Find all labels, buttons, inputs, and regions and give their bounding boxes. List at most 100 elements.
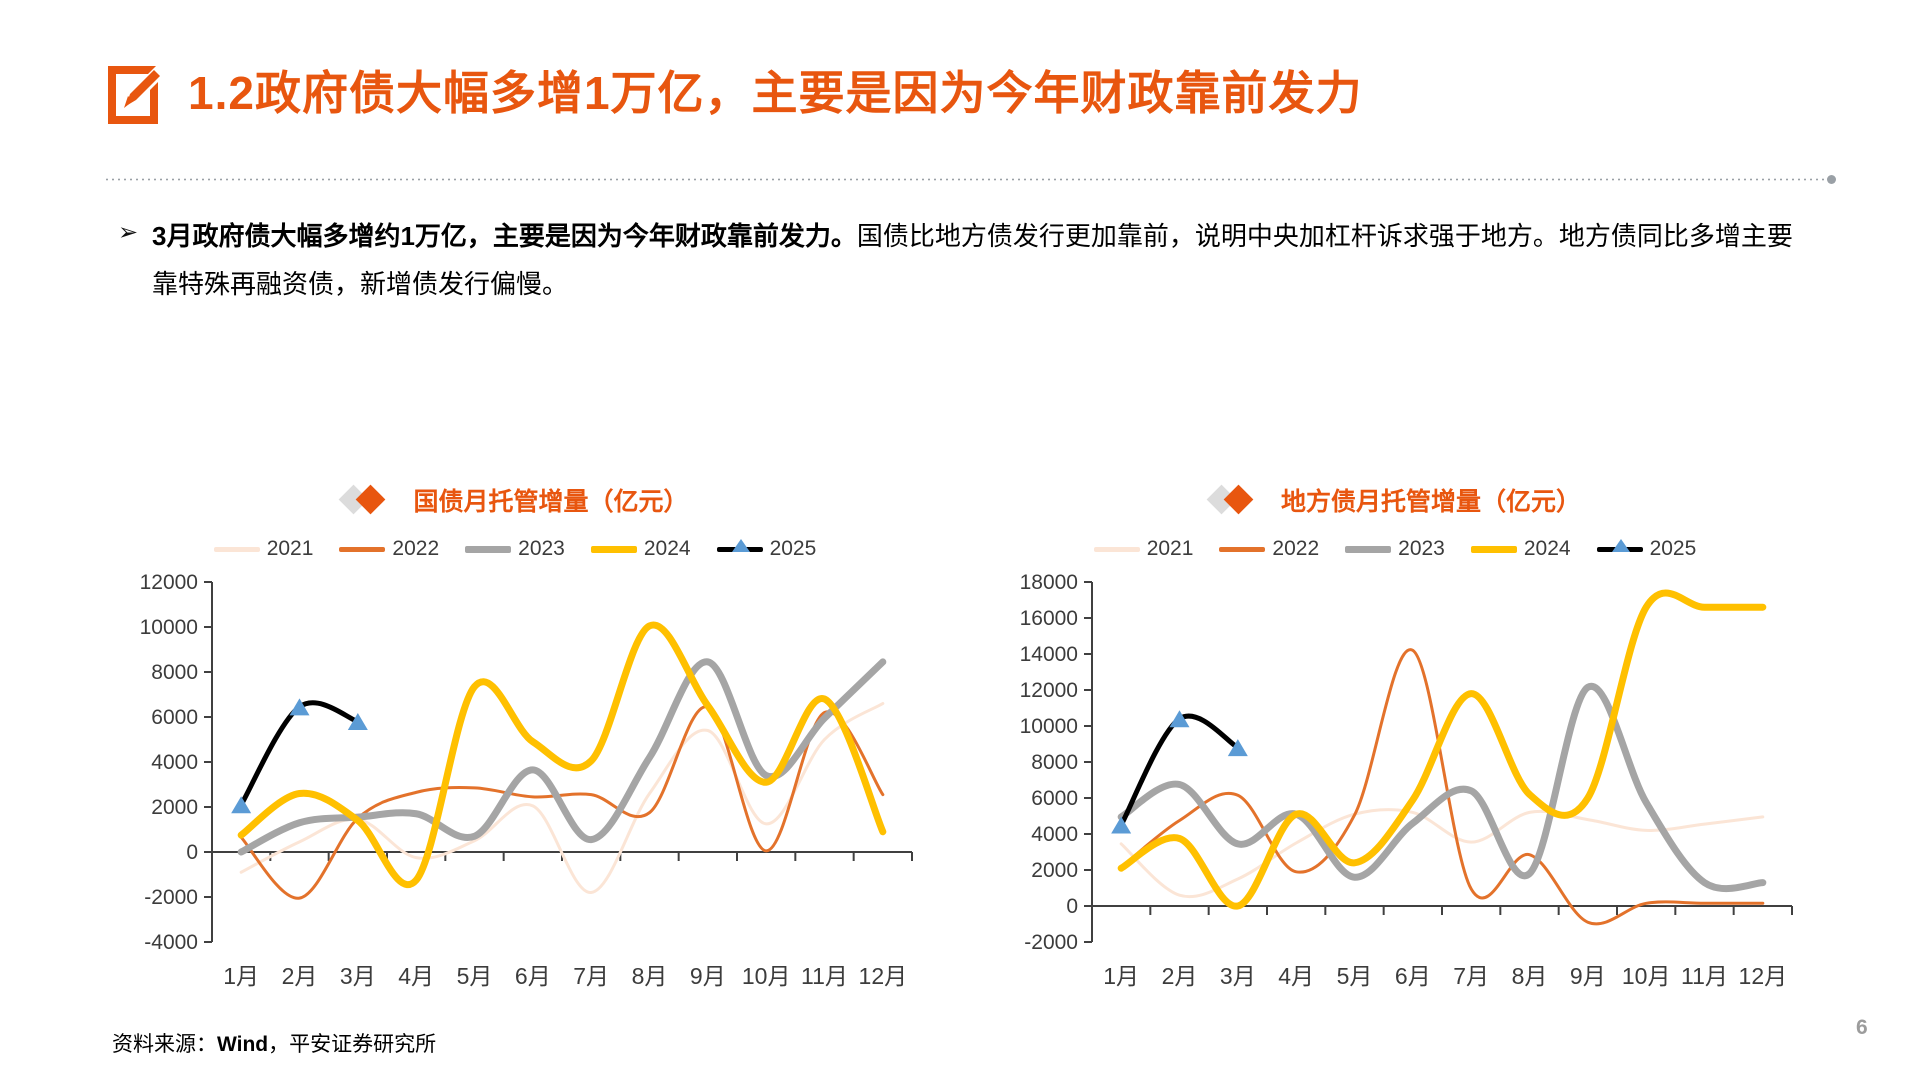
svg-text:4000: 4000 xyxy=(1031,823,1078,846)
page-title: 1.2政府债大幅多增1万亿，主要是因为今年财政靠前发力 xyxy=(188,67,1363,119)
svg-text:8月: 8月 xyxy=(632,963,668,989)
svg-text:10月: 10月 xyxy=(1622,963,1671,989)
legend-swatch-2022 xyxy=(339,546,386,552)
legend-swatch-2021-right xyxy=(1093,546,1140,552)
svg-text:12000: 12000 xyxy=(1020,679,1078,702)
bullet-bold-text: 3月政府债大幅多增约1万亿，主要是因为今年财政靠前发力。 xyxy=(152,221,857,251)
local-government-bond-chart: 地方债月托管增量（亿元） 2021 2022 2023 2024 2025 -2… xyxy=(980,478,1810,1020)
svg-text:2000: 2000 xyxy=(151,796,198,819)
legend-label-2025: 2025 xyxy=(769,537,817,560)
legend-item-2021-right: 2021 xyxy=(1093,537,1194,561)
svg-text:1月: 1月 xyxy=(223,963,259,989)
source-wind: Wind xyxy=(217,1033,269,1056)
slide-header: 1.2政府债大幅多增1万亿，主要是因为今年财政靠前发力 xyxy=(104,62,1363,124)
svg-text:2000: 2000 xyxy=(1031,859,1078,882)
svg-text:8月: 8月 xyxy=(1512,963,1548,989)
svg-text:11月: 11月 xyxy=(801,963,848,989)
svg-text:5月: 5月 xyxy=(1337,963,1373,989)
source-prefix: 资料来源： xyxy=(112,1033,217,1056)
svg-text:10月: 10月 xyxy=(742,963,791,989)
svg-text:2月: 2月 xyxy=(282,963,318,989)
bullet-paragraph: 3月政府债大幅多增约1万亿，主要是因为今年财政靠前发力。国债比地方债发行更加靠前… xyxy=(152,212,1818,308)
legend-swatch-2022-right xyxy=(1219,546,1266,552)
svg-text:-2000: -2000 xyxy=(144,886,198,909)
diamond-bullet-icon xyxy=(339,484,401,515)
bullet-marker-icon: ➢ xyxy=(118,218,139,246)
svg-text:18000: 18000 xyxy=(1020,571,1078,594)
svg-text:12000: 12000 xyxy=(140,571,198,594)
treasury-bond-chart: 国债月托管增量（亿元） 2021 2022 2023 2024 2025 -40… xyxy=(100,478,930,1020)
legend-swatch-2023 xyxy=(465,545,512,553)
edit-square-icon xyxy=(108,66,160,124)
legend-item-2023: 2023 xyxy=(465,537,565,561)
svg-text:10000: 10000 xyxy=(1020,715,1078,738)
legend-label-2024-right: 2024 xyxy=(1523,537,1571,560)
svg-text:3月: 3月 xyxy=(1220,963,1256,989)
chart-legend-left: 2021 2022 2023 2024 2025 xyxy=(100,528,930,570)
legend-swatch-2021 xyxy=(213,546,260,552)
legend-swatch-2023-right xyxy=(1345,545,1392,553)
page-number: 6 xyxy=(1856,1016,1868,1039)
svg-text:12月: 12月 xyxy=(859,963,908,989)
plot-svg-right: -2000 0 2000 4000 6000 8000 10000 12000 14000 160… xyxy=(1020,571,1793,989)
svg-text:-2000: -2000 xyxy=(1024,931,1078,954)
legend-swatch-2024-right xyxy=(1470,545,1517,553)
svg-text:0: 0 xyxy=(1066,895,1078,918)
chart-title-right: 地方债月托管增量（亿元） xyxy=(1280,488,1581,516)
svg-text:8000: 8000 xyxy=(1031,751,1078,774)
legend-item-2025-right: 2025 xyxy=(1596,537,1697,561)
legend-label-2022: 2022 xyxy=(392,537,440,560)
svg-text:1月: 1月 xyxy=(1103,963,1139,989)
legend-item-2024: 2024 xyxy=(590,537,691,561)
legend-label-2025-right: 2025 xyxy=(1649,537,1697,560)
svg-text:5月: 5月 xyxy=(457,963,493,989)
svg-text:4000: 4000 xyxy=(151,751,198,774)
chart-legend-right: 2021 2022 2023 2024 2025 xyxy=(980,528,1810,570)
svg-text:12月: 12月 xyxy=(1739,963,1788,989)
legend-label-2024: 2024 xyxy=(643,537,691,560)
svg-text:6月: 6月 xyxy=(515,963,551,989)
diamond-bullet-icon-right xyxy=(1206,484,1269,515)
legend-item-2025: 2025 xyxy=(716,537,817,561)
source-suffix: ，平安证券研究所 xyxy=(268,1033,437,1056)
legend-item-2024-right: 2024 xyxy=(1470,537,1571,561)
svg-text:14000: 14000 xyxy=(1020,643,1078,666)
header-divider-dot xyxy=(1827,175,1836,184)
svg-text:7月: 7月 xyxy=(573,963,609,989)
plot-svg-left: -4000 -2000 0 2000 4000 6000 8000 10000 12000 1月 2… xyxy=(140,571,913,989)
chart-title-left: 国债月托管增量（亿元） xyxy=(413,488,689,516)
plot-area-right: -2000 0 2000 4000 6000 8000 10000 12000 14000 160… xyxy=(980,570,1810,1020)
source-note: 资料来源：Wind，平安证券研究所 xyxy=(112,1028,436,1058)
legend-triangle-marker-icon xyxy=(731,538,750,552)
svg-text:8000: 8000 xyxy=(151,661,198,684)
plot-area-left: -4000 -2000 0 2000 4000 6000 8000 10000 12000 1月 2… xyxy=(100,570,930,1020)
legend-item-2022: 2022 xyxy=(339,537,439,561)
legend-swatch-2024 xyxy=(590,545,637,553)
svg-text:0: 0 xyxy=(186,841,198,864)
svg-text:6000: 6000 xyxy=(1031,787,1078,810)
legend-item-2022-right: 2022 xyxy=(1219,537,1319,561)
bullet-block: ➢ 3月政府债大幅多增约1万亿，主要是因为今年财政靠前发力。国债比地方债发行更加… xyxy=(118,212,1818,308)
svg-text:2月: 2月 xyxy=(1162,963,1198,989)
legend-triangle-marker-icon-right xyxy=(1611,538,1630,552)
svg-text:3月: 3月 xyxy=(340,963,376,989)
svg-text:4月: 4月 xyxy=(398,963,434,989)
legend-swatch-2025-right xyxy=(1596,538,1643,552)
chart-title-row-left: 国债月托管增量（亿元） xyxy=(100,478,930,522)
legend-label-2021: 2021 xyxy=(266,537,314,560)
legend-label-2021-right: 2021 xyxy=(1146,537,1194,560)
svg-text:-4000: -4000 xyxy=(144,931,198,954)
legend-item-2023-right: 2023 xyxy=(1345,537,1445,561)
legend-label-2023-right: 2023 xyxy=(1398,537,1445,560)
svg-text:9月: 9月 xyxy=(690,963,726,989)
svg-text:6月: 6月 xyxy=(1395,963,1431,989)
svg-text:7月: 7月 xyxy=(1453,963,1489,989)
header-divider xyxy=(104,178,1832,181)
legend-label-2023: 2023 xyxy=(518,537,565,560)
svg-text:11月: 11月 xyxy=(1681,963,1728,989)
chart-title-row-right: 地方债月托管增量（亿元） xyxy=(980,478,1810,522)
svg-text:9月: 9月 xyxy=(1570,963,1606,989)
legend-swatch-2025 xyxy=(716,538,763,552)
svg-text:16000: 16000 xyxy=(1020,607,1078,630)
legend-item-2021: 2021 xyxy=(213,537,314,561)
